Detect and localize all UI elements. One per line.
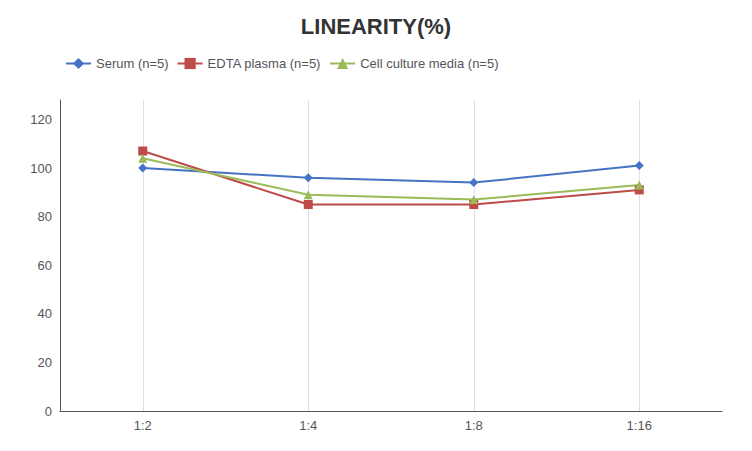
svg-text:1:4: 1:4	[299, 418, 317, 433]
svg-text:LINEARITY(%): LINEARITY(%)	[301, 14, 451, 39]
svg-text:0: 0	[45, 404, 52, 419]
svg-text:20: 20	[38, 355, 52, 370]
svg-text:60: 60	[38, 258, 52, 273]
svg-text:1:8: 1:8	[465, 418, 483, 433]
svg-text:EDTA plasma (n=5): EDTA plasma (n=5)	[208, 56, 321, 71]
svg-text:Serum (n=5): Serum (n=5)	[96, 56, 169, 71]
svg-text:Cell culture media (n=5): Cell culture media (n=5)	[360, 56, 498, 71]
svg-text:40: 40	[38, 306, 52, 321]
svg-text:1:2: 1:2	[134, 418, 152, 433]
svg-text:100: 100	[30, 161, 52, 176]
svg-text:1:16: 1:16	[627, 418, 652, 433]
svg-text:120: 120	[30, 112, 52, 127]
svg-text:80: 80	[38, 209, 52, 224]
